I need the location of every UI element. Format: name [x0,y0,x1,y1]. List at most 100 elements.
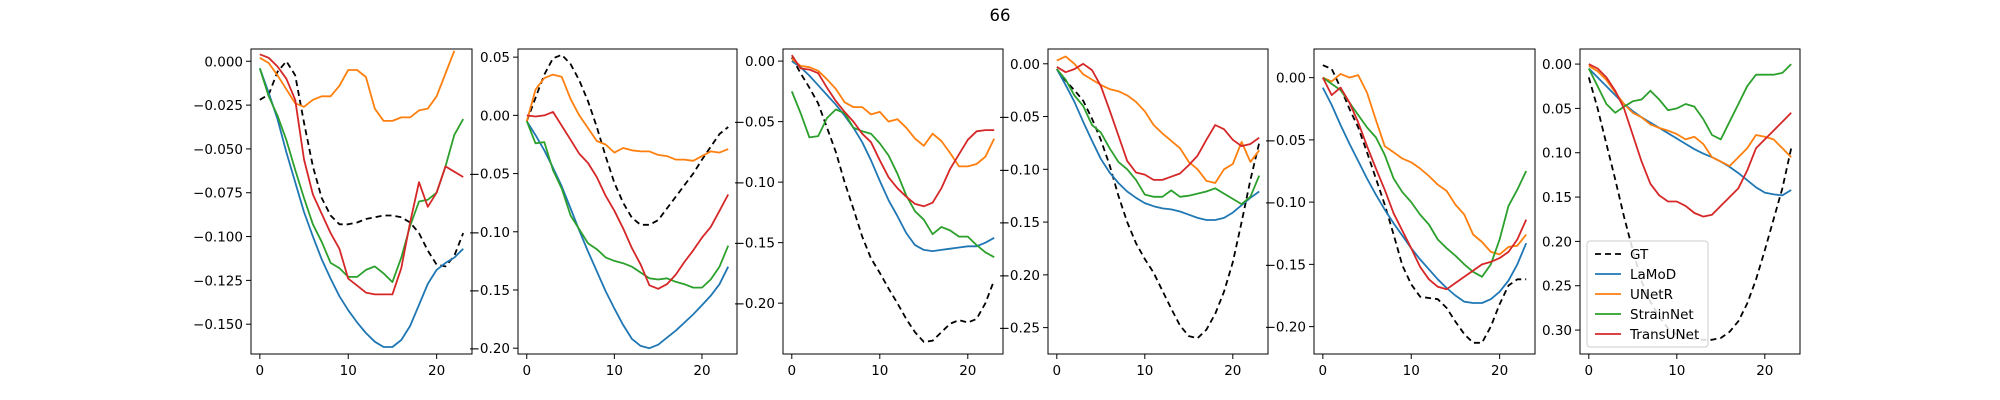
y-tick-label: 0.15 [1542,190,1572,206]
x-tick-label: 0 [1585,363,1594,379]
y-tick-label: −0.075 [193,186,243,202]
figure-suptitle: 66 [990,6,1011,25]
y-tick-label: −0.20 [1265,320,1306,336]
series-line-gt [1587,77,1793,341]
series-line-lamod [1056,68,1260,221]
series-line-gt [259,60,465,268]
subplot-4: 0 10 20 0.00 −0.05 −0.10 −0.15 −0.20 −0.25 [999,48,1269,379]
y-tick-label: −0.05 [469,167,510,183]
axes-frame [517,48,738,355]
y-tick-label: −0.05 [1265,133,1306,149]
axes-frame [1047,48,1269,355]
y-tick-label: −0.100 [193,230,243,246]
x-tick-label: 0 [1319,363,1328,379]
legend: GT LaMoD UNetR StrainNet TransUNet [1586,240,1709,348]
axes-frame [1313,48,1536,355]
y-tick-label: −0.025 [193,98,243,114]
legend-box [1586,240,1709,348]
series-line-gt [1322,64,1527,344]
y-tick-label: −0.15 [999,215,1040,231]
subplot-6: 0 10 20 0.00 0.05 0.10 0.15 0.20 0.25 0.30 GT LaMoD… [1542,48,1801,379]
series-line-transunet [1056,62,1260,181]
x-tick-label: 10 [606,363,623,379]
y-tick-label: 0.30 [1542,323,1572,339]
y-tick-label: −0.15 [469,283,510,299]
y-tick-label: 0.10 [1542,146,1572,162]
y-tick-label: −0.20 [999,268,1040,284]
series-line-lamod [1588,67,1792,197]
y-tick-label: 0.00 [1276,71,1306,87]
series-line-lamod [1321,87,1528,304]
legend-label-lamod: LaMoD [1630,267,1676,283]
x-tick-label: 10 [871,363,888,379]
series-line-gt [1056,68,1261,340]
series-line-strainnet [1322,76,1528,278]
subplot-1: 0 10 20 0.000 −0.025 −0.050 −0.075 −0.100 −0.125… [193,48,473,379]
axes-frame [782,48,1004,355]
subplot-2: 0 10 20 0.05 0.00 −0.05 −0.10 −0.15 −0.20 [469,48,738,379]
series-line-strainnet [525,120,730,289]
y-tick-label: −0.20 [734,296,775,312]
y-tick-label: −0.050 [193,142,243,158]
y-tick-label: −0.05 [999,110,1040,126]
series-line-gt [525,53,729,226]
series-line-unetr [259,50,456,122]
series-line-unetr [1056,55,1260,184]
x-tick-label: 20 [693,363,710,379]
series-line-unetr [791,58,996,168]
series-line-strainnet [1587,63,1792,141]
series-line-transunet [1588,63,1792,218]
series-line-unetr [525,73,729,162]
legend-label-transunet: TransUNet [1629,327,1699,343]
series-line-transunet [1321,77,1528,291]
x-tick-label: 0 [522,363,531,379]
y-tick-label: −0.10 [999,162,1040,178]
y-tick-label: 0.00 [1542,57,1572,73]
x-tick-label: 20 [1224,363,1241,379]
x-tick-label: 10 [1403,363,1420,379]
y-tick-label: −0.10 [1265,195,1306,211]
series-line-strainnet [790,91,995,258]
y-tick-label: 0.20 [1542,234,1572,250]
y-tick-label: −0.05 [734,115,775,131]
y-tick-label: −0.150 [193,317,243,333]
series-line-lamod [791,60,995,252]
x-tick-label: 20 [959,363,976,379]
x-tick-label: 0 [788,363,797,379]
y-tick-label: −0.25 [999,321,1040,337]
subplot-3: 0 10 20 0.00 −0.05 −0.10 −0.15 −0.20 [734,48,1004,379]
x-tick-label: 0 [1053,363,1062,379]
legend-label-unetr: UNetR [1630,287,1673,303]
x-tick-label: 20 [1756,363,1773,379]
series-line-unetr [1322,73,1527,256]
y-tick-label: −0.10 [734,175,775,191]
y-tick-label: 0.00 [1010,57,1040,73]
y-tick-label: −0.125 [193,273,243,289]
series-line-lamod [526,120,730,350]
x-tick-label: 10 [1668,363,1685,379]
y-tick-label: 0.000 [204,54,243,70]
y-tick-label: −0.10 [469,225,510,241]
y-tick-label: 0.00 [745,54,775,70]
x-tick-label: 0 [256,363,265,379]
series-line-unetr [1588,65,1792,167]
x-tick-label: 10 [1136,363,1153,379]
y-tick-label: −0.20 [469,341,510,357]
series-line-strainnet [1056,68,1261,205]
series-line-strainnet [258,68,464,283]
y-tick-label: 0.05 [480,50,510,66]
x-tick-label: 20 [1491,363,1508,379]
legend-label-gt: GT [1630,247,1649,263]
x-tick-label: 20 [428,363,445,379]
series-line-lamod [258,67,464,348]
series-line-gt [791,57,996,343]
y-tick-label: −0.15 [734,236,775,252]
y-tick-label: 0.25 [1542,279,1572,295]
axes-frame [1579,48,1801,355]
axes-frame [250,48,473,355]
x-tick-label: 10 [340,363,357,379]
series-line-transunet [259,53,464,296]
y-tick-label: 0.00 [480,108,510,124]
subplot-5: 0 10 20 0.00 −0.05 −0.10 −0.15 −0.20 [1265,48,1536,379]
